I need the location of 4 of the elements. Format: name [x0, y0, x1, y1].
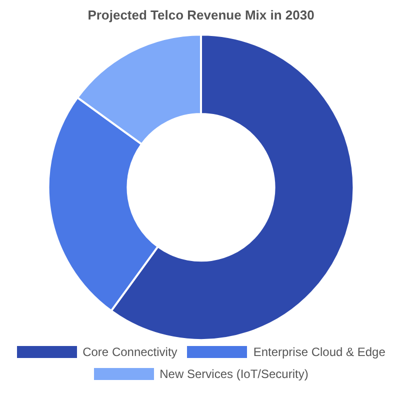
chart-title: Projected Telco Revenue Mix in 2030 — [88, 7, 314, 22]
legend-label: New Services (IoT/Security) — [160, 367, 308, 381]
legend-label: Enterprise Cloud & Edge — [253, 345, 386, 359]
legend-label: Core Connectivity — [82, 345, 178, 359]
